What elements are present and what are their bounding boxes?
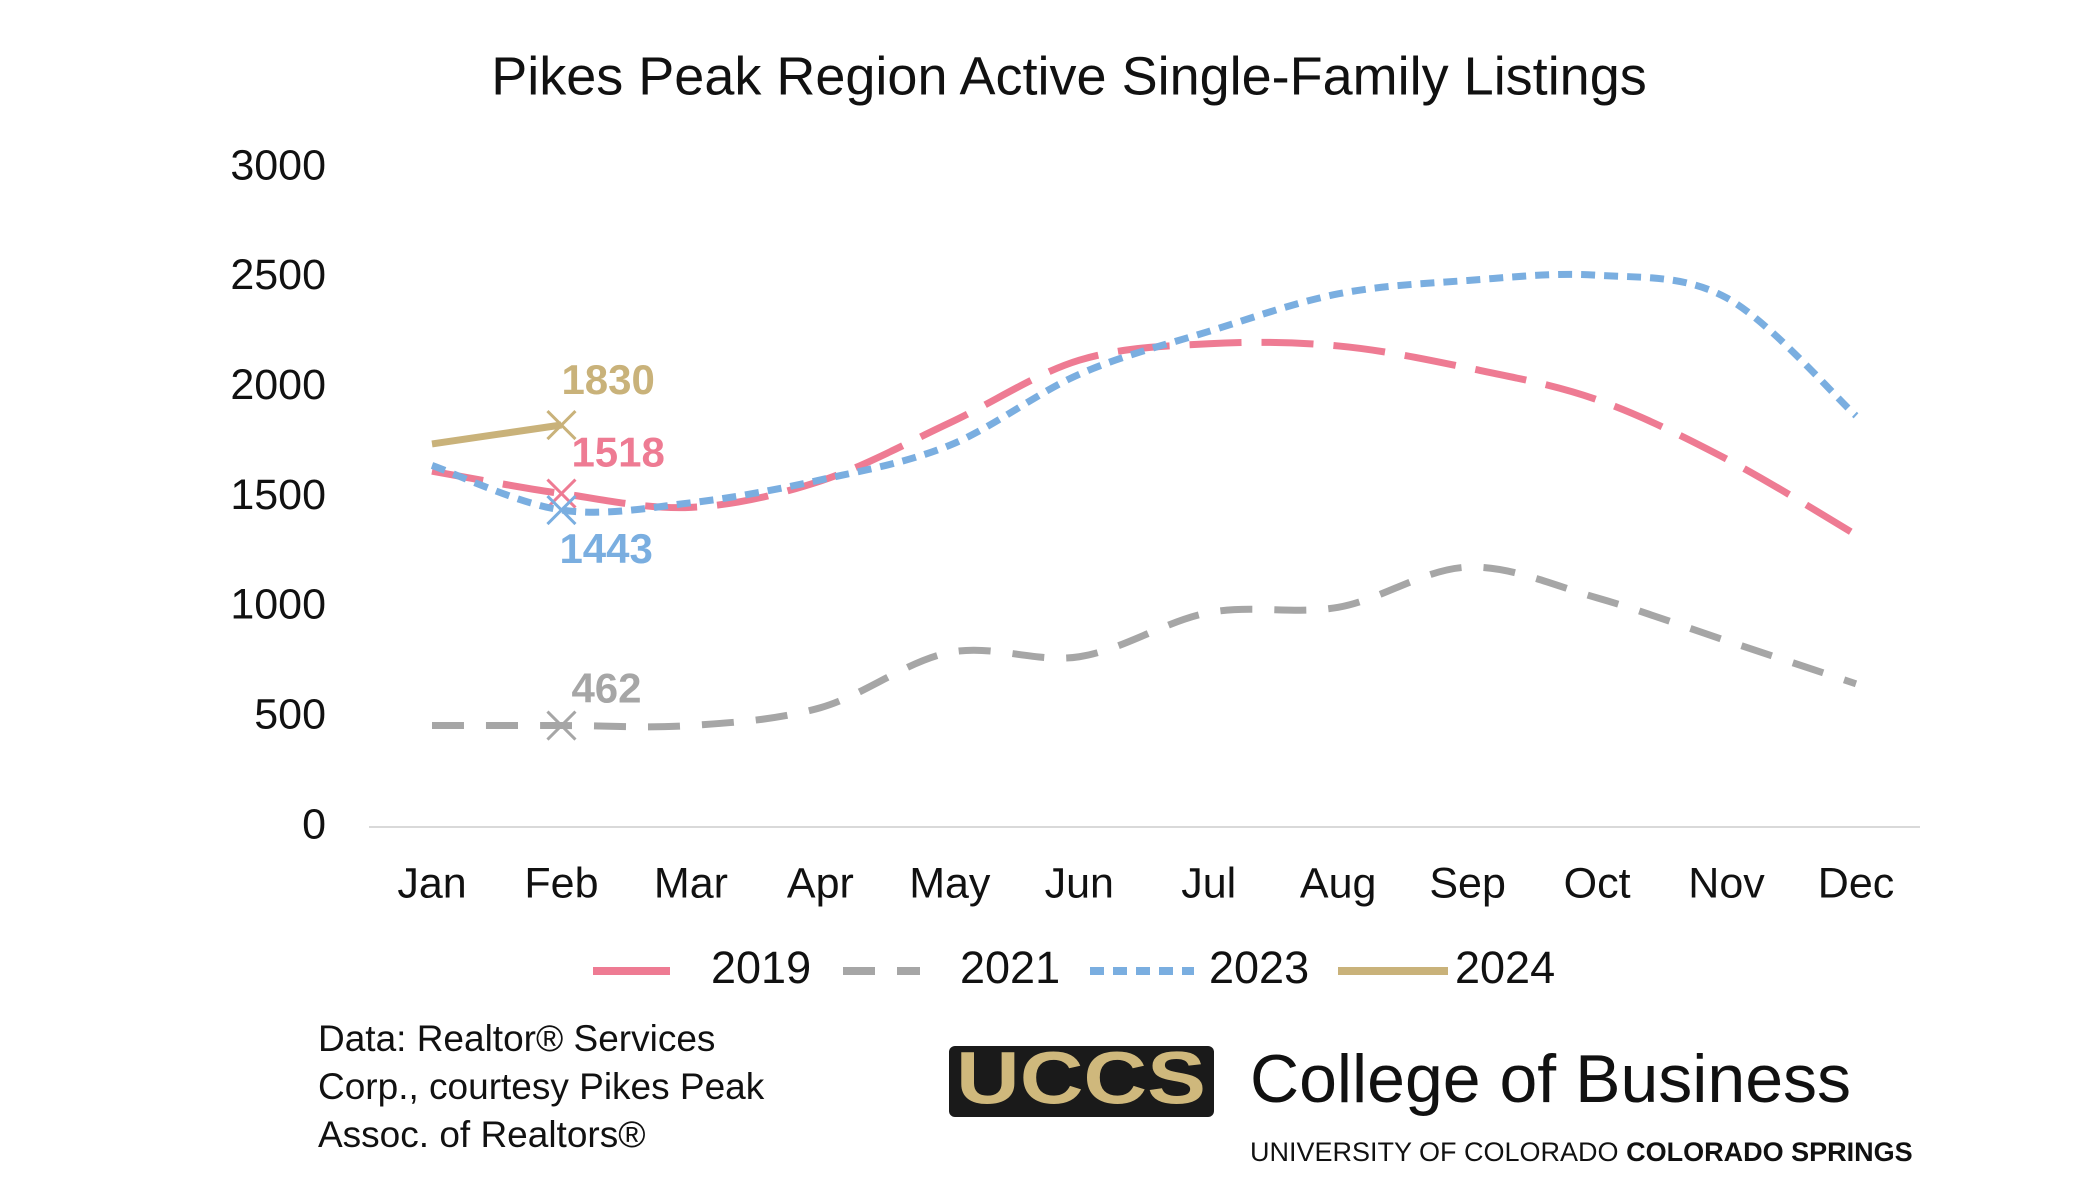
- y-tick-label: 500: [254, 691, 326, 739]
- data-marker: [546, 710, 577, 741]
- data-label: 1518: [571, 429, 664, 476]
- logo-text: UCCS: [956, 1037, 1206, 1120]
- y-tick-label: 1000: [230, 581, 326, 629]
- x-tick-label: Oct: [1564, 859, 1631, 907]
- x-tick-label: Jan: [397, 859, 466, 907]
- y-tick-label: 2000: [230, 361, 326, 409]
- x-tick-label: Nov: [1688, 859, 1765, 907]
- campus: COLORADO SPRINGS: [1626, 1137, 1913, 1167]
- y-tick-label: 2500: [230, 251, 326, 299]
- legend-label: 2019: [711, 942, 811, 993]
- source-line: Data: Realtor® Services: [318, 1018, 715, 1059]
- y-tick-label: 3000: [230, 141, 326, 189]
- x-tick-label: Jun: [1045, 859, 1114, 907]
- data-marker: [546, 409, 577, 441]
- x-tick-label: Apr: [787, 859, 854, 907]
- x-tick-label: Dec: [1818, 859, 1894, 907]
- logo: UCCS College of Business UNIVERSITY OF C…: [949, 1037, 1913, 1167]
- data-label: 1830: [561, 356, 654, 403]
- data-marker: [546, 494, 577, 526]
- x-tick-label: Mar: [654, 859, 728, 907]
- y-tick-label: 0: [302, 800, 326, 848]
- series-line: [430, 270, 1859, 516]
- logo-box: [949, 1046, 1214, 1117]
- source-note: Data: Realtor® Services Corp., courtesy …: [318, 1018, 765, 1155]
- x-tick-label: Sep: [1429, 859, 1506, 907]
- legend-label: 2021: [960, 942, 1060, 993]
- data-marker: [546, 478, 577, 509]
- college-name: College of Business: [1250, 1041, 1851, 1117]
- source-line: Assoc. of Realtors®: [318, 1114, 646, 1155]
- x-tick-label: Feb: [524, 859, 598, 907]
- university: UNIVERSITY OF COLORADO: [1250, 1137, 1619, 1167]
- data-label: 462: [571, 665, 641, 712]
- x-tick-label: Aug: [1300, 859, 1377, 907]
- legend-label: 2023: [1209, 942, 1309, 993]
- series-line: [432, 563, 1858, 731]
- chart-title: Pikes Peak Region Active Single-Family L…: [491, 46, 1647, 106]
- data-label: 1443: [559, 525, 652, 572]
- series-line: [431, 421, 562, 448]
- y-tick-label: 1500: [230, 471, 326, 519]
- legend-label: 2024: [1455, 942, 1555, 993]
- university-name: UNIVERSITY OF COLORADO COLORADO SPRINGS: [1250, 1137, 1913, 1167]
- series-line: [431, 338, 1858, 538]
- x-tick-label: May: [909, 859, 991, 907]
- source-line: Corp., courtesy Pikes Peak: [318, 1066, 765, 1107]
- x-tick-label: Jul: [1181, 859, 1236, 907]
